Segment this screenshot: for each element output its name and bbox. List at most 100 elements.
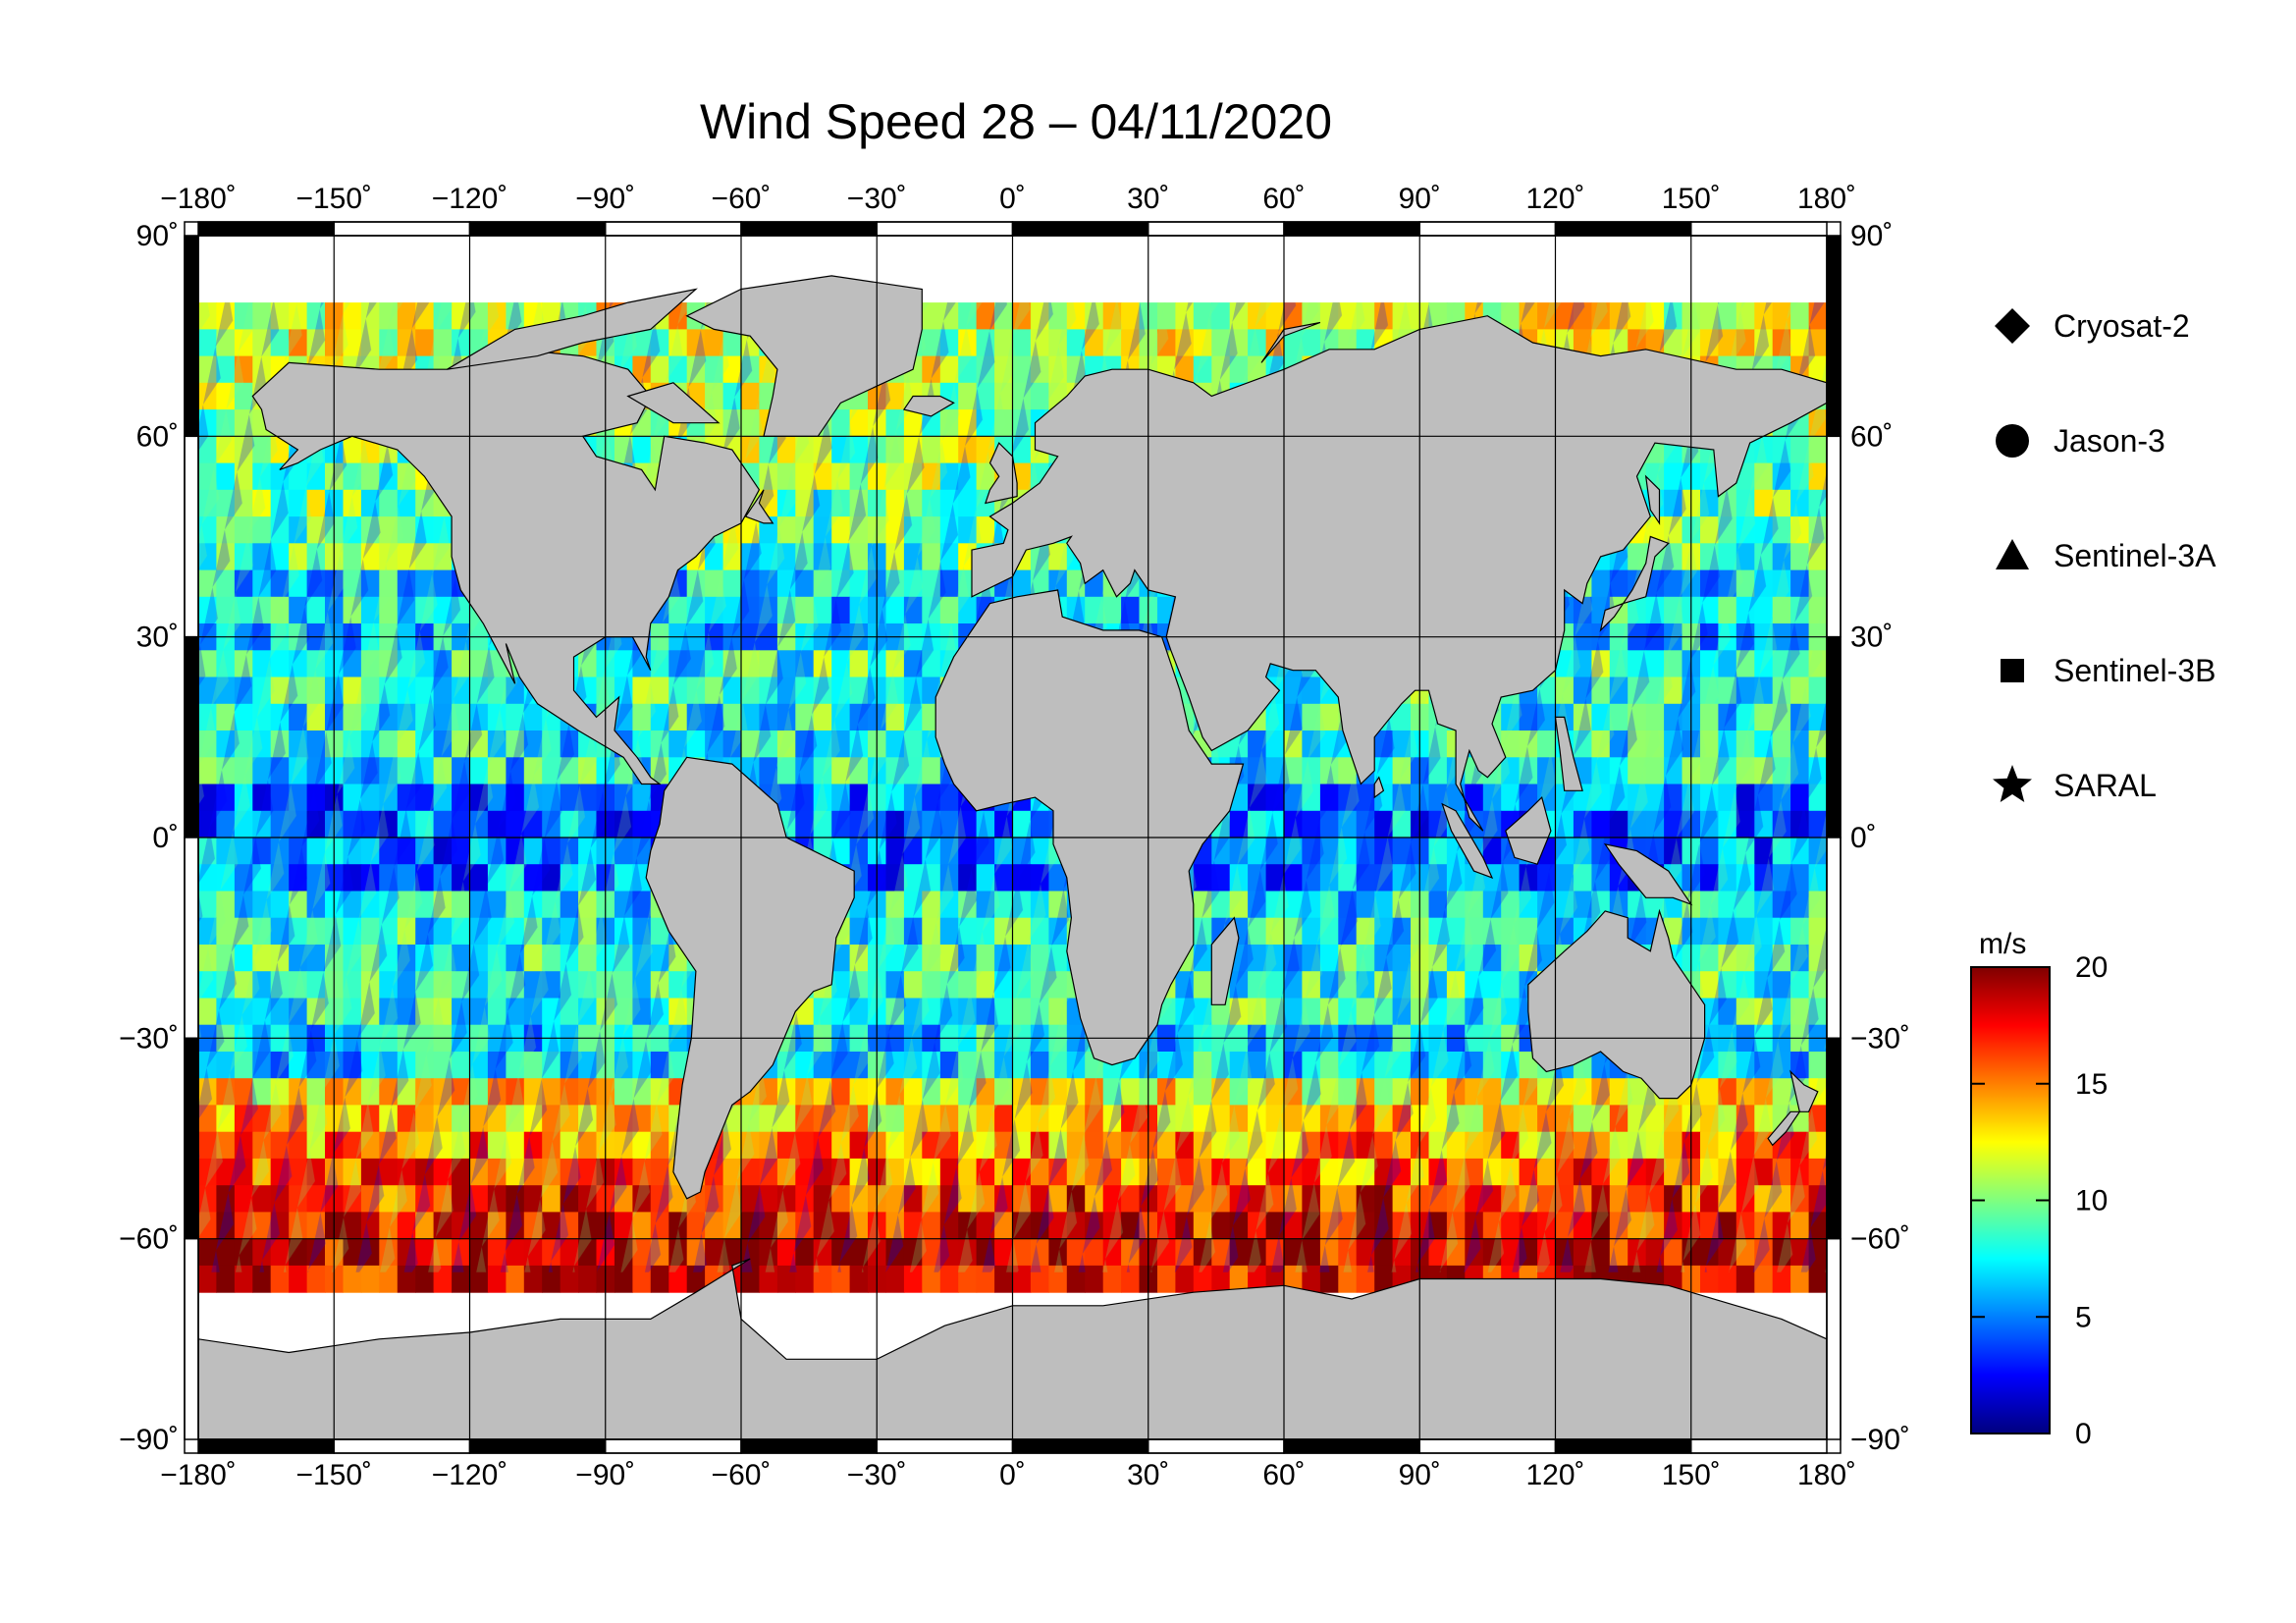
lat-tick-label-right: 60˚ xyxy=(1850,420,1893,453)
land-polygon xyxy=(1505,795,1552,865)
lat-tick-label-left: 90˚ xyxy=(136,220,179,252)
land-polygon xyxy=(447,288,698,370)
land-polygon xyxy=(1599,535,1670,632)
lon-tick-label-top: 180˚ xyxy=(1797,183,1856,215)
graticule xyxy=(197,235,1828,1440)
colorbar-tick-label: 0 xyxy=(2075,1418,2092,1450)
frame-segment xyxy=(740,1438,878,1454)
lat-tick-label-right: 30˚ xyxy=(1850,622,1893,654)
land-polygon xyxy=(1527,908,1706,1100)
lon-tick-label-top: 0˚ xyxy=(999,183,1026,215)
land-polygon xyxy=(1789,1069,1819,1112)
square-icon xyxy=(2001,659,2024,682)
lat-tick-label-left: 0˚ xyxy=(152,822,179,854)
colorbar-unit: m/s xyxy=(1979,928,2027,960)
frame-segment xyxy=(1554,1438,1692,1454)
frame-segment xyxy=(1826,235,1842,438)
frame-segment xyxy=(1148,1438,1285,1454)
frame-segment xyxy=(197,221,335,237)
lat-tick-label-right: 90˚ xyxy=(1850,220,1893,252)
frame-segment xyxy=(333,221,471,237)
lon-tick-label-bottom: 90˚ xyxy=(1399,1459,1441,1491)
lat-tick-label-left: 60˚ xyxy=(136,420,179,453)
satellite-legend: Cryosat-2 Jason-3 Sentinel-3A Sentinel-3B SA… xyxy=(1993,308,2216,803)
colorbar-tick-label: 5 xyxy=(2075,1301,2092,1333)
frame-segment xyxy=(1554,221,1692,237)
frame-segment xyxy=(1148,221,1285,237)
lon-tick-label-bottom: −60˚ xyxy=(712,1459,772,1491)
land-polygon xyxy=(744,489,774,524)
land-polygon xyxy=(1210,916,1240,1005)
colorbar-tick-label: 20 xyxy=(2075,951,2108,984)
colorbar-tick-label: 15 xyxy=(2075,1068,2108,1101)
frame-segment xyxy=(1418,221,1557,237)
frame-segment xyxy=(1690,1438,1828,1454)
lon-tick-label-top: 120˚ xyxy=(1525,183,1584,215)
lon-tick-label-top: −90˚ xyxy=(575,183,635,215)
legend-label: SARAL xyxy=(2054,768,2157,803)
circle-icon xyxy=(1996,424,2029,458)
frame-segment xyxy=(1418,1438,1557,1454)
colorbar: 20 15 10 5 0 xyxy=(1970,951,2108,1450)
frame-segment xyxy=(876,221,1014,237)
frame-segment xyxy=(605,221,742,237)
lat-tick-label-left: −90˚ xyxy=(119,1424,179,1456)
lat-tick-label-right: 0˚ xyxy=(1850,822,1877,854)
lon-tick-label-bottom: −150˚ xyxy=(295,1459,372,1491)
land-polygon xyxy=(902,395,955,417)
frame-segment xyxy=(333,1438,471,1454)
frame-segment xyxy=(1826,635,1842,839)
land-polygon xyxy=(1260,321,1321,363)
land-polygon xyxy=(251,349,761,785)
frame-segment xyxy=(1826,435,1842,638)
lat-tick-label-left: 30˚ xyxy=(136,622,179,654)
land-polygon xyxy=(1767,1110,1801,1147)
frame-segment xyxy=(184,635,199,839)
colorbar-tick-label: 10 xyxy=(2075,1185,2108,1217)
lon-tick-label-top: 30˚ xyxy=(1127,183,1169,215)
lat-tick-label-right: −90˚ xyxy=(1850,1424,1910,1456)
frame-segment xyxy=(1826,1237,1842,1440)
lon-tick-label-bottom: 180˚ xyxy=(1797,1459,1856,1491)
lon-tick-label-bottom: −180˚ xyxy=(160,1459,237,1491)
land-polygon xyxy=(1554,716,1583,791)
frame-segment xyxy=(468,221,607,237)
lon-tick-label-top: −60˚ xyxy=(712,183,772,215)
frame-segment xyxy=(184,1237,199,1440)
land-polygon xyxy=(1603,842,1693,906)
frame-segment xyxy=(197,1438,335,1454)
map-frame xyxy=(184,221,1842,1454)
lon-tick-label-bottom: 150˚ xyxy=(1662,1459,1721,1491)
axis-tick-labels: −180˚ −180˚ −150˚ −150˚ −120˚ −120˚ −90˚ −90˚ −6… xyxy=(119,183,1910,1491)
lat-tick-label-right: −60˚ xyxy=(1850,1223,1910,1256)
lat-tick-label-right: −30˚ xyxy=(1850,1022,1910,1055)
frame-segment xyxy=(605,1438,742,1454)
map-title: Wind Speed 28 – 04/11/2020 xyxy=(699,94,1333,149)
land-polygon xyxy=(1644,474,1661,525)
frame-segment xyxy=(1283,221,1420,237)
lon-tick-label-top: −180˚ xyxy=(160,183,237,215)
land-polygon xyxy=(984,442,1018,505)
frame-segment xyxy=(184,435,199,638)
frame-segment xyxy=(468,1438,607,1454)
triangle-icon xyxy=(1996,539,2029,569)
frame-segment xyxy=(1283,1438,1420,1454)
frame-segment xyxy=(1011,1438,1149,1454)
land-polygon xyxy=(626,382,721,424)
frame-segment xyxy=(1011,221,1149,237)
lon-tick-label-bottom: −90˚ xyxy=(575,1459,635,1491)
lon-tick-label-bottom: −120˚ xyxy=(432,1459,508,1491)
frame-segment xyxy=(1826,837,1842,1040)
frame-segment xyxy=(184,837,199,1040)
frame-segment xyxy=(184,235,199,438)
land-polygon xyxy=(1373,776,1385,799)
land-polygon xyxy=(1441,802,1494,879)
land-polygon xyxy=(645,756,855,1200)
frame-segment xyxy=(740,221,878,237)
diamond-icon xyxy=(1995,308,2030,344)
lat-tick-label-left: −30˚ xyxy=(119,1022,179,1055)
lon-tick-label-bottom: 120˚ xyxy=(1525,1459,1584,1491)
lon-tick-label-top: 90˚ xyxy=(1399,183,1441,215)
